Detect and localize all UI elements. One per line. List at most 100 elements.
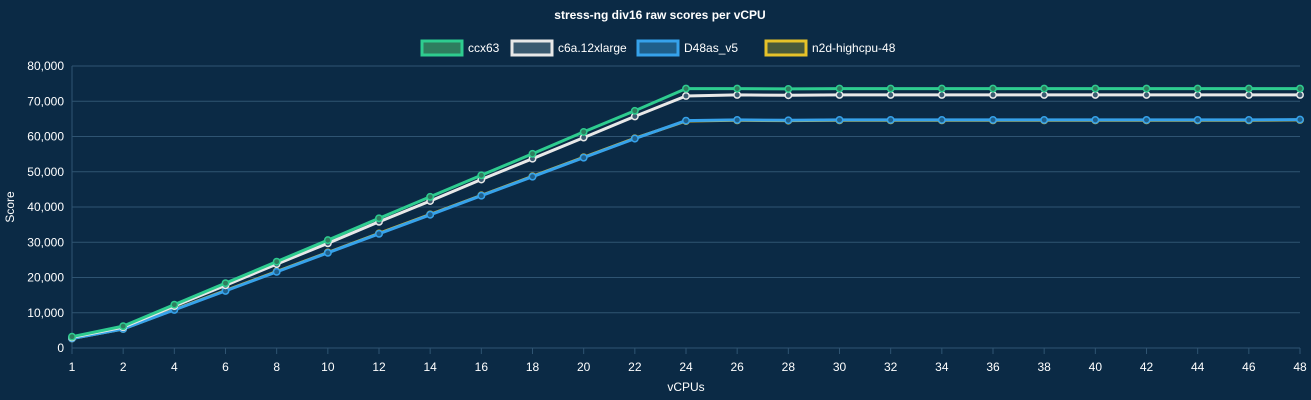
- data-point[interactable]: [1244, 115, 1253, 124]
- data-point[interactable]: [784, 84, 793, 93]
- data-point[interactable]: [886, 115, 895, 124]
- legend-label: ccx63: [468, 41, 500, 55]
- data-point[interactable]: [1142, 90, 1151, 99]
- x-tick-label: 44: [1191, 360, 1205, 374]
- data-point[interactable]: [733, 84, 742, 93]
- data-point[interactable]: [1091, 90, 1100, 99]
- x-tick-label: 16: [475, 360, 489, 374]
- legend-item[interactable]: n2d-highcpu-48: [764, 39, 896, 57]
- data-point[interactable]: [989, 115, 997, 124]
- data-point[interactable]: [1296, 115, 1304, 124]
- y-tick-label: 40,000: [27, 200, 64, 214]
- legend-item[interactable]: D48as_v5: [636, 39, 738, 57]
- data-point[interactable]: [375, 214, 383, 223]
- data-point[interactable]: [733, 115, 742, 124]
- data-point[interactable]: [630, 134, 639, 143]
- legend-swatch: [636, 39, 680, 57]
- data-point[interactable]: [528, 149, 537, 158]
- y-axis-title: Score: [3, 191, 17, 223]
- data-point[interactable]: [579, 127, 588, 136]
- data-point[interactable]: [1142, 115, 1151, 124]
- data-point[interactable]: [1040, 90, 1049, 99]
- data-point[interactable]: [426, 192, 435, 201]
- data-point[interactable]: [1091, 84, 1100, 93]
- series-ccx63: [68, 84, 1304, 341]
- data-point[interactable]: [886, 84, 895, 93]
- x-tick-label: 12: [372, 360, 386, 374]
- data-point[interactable]: [784, 91, 793, 100]
- data-point[interactable]: [1244, 84, 1253, 93]
- data-point[interactable]: [989, 84, 997, 93]
- data-point[interactable]: [1142, 84, 1151, 93]
- x-tick-label: 34: [935, 360, 949, 374]
- data-point[interactable]: [477, 171, 486, 180]
- x-tick-label: 18: [526, 360, 540, 374]
- x-tick-label: 10: [321, 360, 335, 374]
- legend[interactable]: ccx63 c6a.12xlarge D48as_v5 n2d-highcpu-48: [420, 39, 896, 57]
- data-point[interactable]: [937, 84, 946, 93]
- data-point[interactable]: [1091, 115, 1100, 124]
- data-point[interactable]: [1193, 84, 1202, 93]
- data-point[interactable]: [682, 116, 690, 125]
- data-point[interactable]: [989, 90, 997, 99]
- data-point[interactable]: [835, 115, 844, 124]
- legend-label: D48as_v5: [684, 41, 738, 55]
- data-point[interactable]: [682, 92, 690, 100]
- data-point[interactable]: [835, 84, 844, 93]
- data-point[interactable]: [784, 116, 793, 125]
- series-D48as_v5: [68, 115, 1304, 343]
- data-point[interactable]: [733, 90, 742, 99]
- data-point[interactable]: [323, 236, 332, 245]
- data-point[interactable]: [477, 191, 486, 200]
- x-tick-label: 14: [423, 360, 437, 374]
- series-c6a.12xlarge: [68, 90, 1304, 342]
- data-point[interactable]: [630, 106, 639, 115]
- data-point[interactable]: [170, 300, 179, 309]
- series-line: [71, 118, 1301, 340]
- x-tick-label: 20: [577, 360, 591, 374]
- data-point[interactable]: [937, 90, 946, 99]
- x-axis-title: vCPUs: [667, 380, 704, 394]
- x-axis-ticks: 1 2 4 6 8 10 12 14 16 18 20 22 24 26 28 30 32 34 36 38 40 42 4…: [69, 348, 1307, 374]
- y-tick-label: 20,000: [27, 271, 64, 285]
- data-point[interactable]: [1296, 84, 1304, 93]
- data-point[interactable]: [375, 229, 383, 238]
- x-tick-label: 26: [730, 360, 744, 374]
- y-tick-label: 60,000: [27, 130, 64, 144]
- data-point[interactable]: [579, 153, 588, 162]
- data-point[interactable]: [68, 332, 76, 341]
- legend-swatch: [420, 39, 464, 57]
- gridlines: [71, 65, 1300, 354]
- y-tick-label: 80,000: [27, 59, 64, 73]
- data-point[interactable]: [272, 267, 281, 276]
- data-point[interactable]: [682, 84, 690, 93]
- data-point[interactable]: [1244, 90, 1253, 99]
- y-tick-label: 0: [57, 341, 64, 355]
- data-point[interactable]: [323, 248, 332, 257]
- x-tick-label: 40: [1089, 360, 1103, 374]
- x-tick-label: 32: [884, 360, 898, 374]
- legend-swatch: [510, 39, 554, 57]
- series-line: [71, 87, 1300, 339]
- data-point[interactable]: [1193, 115, 1202, 124]
- data-point[interactable]: [119, 322, 128, 331]
- data-point[interactable]: [886, 90, 895, 99]
- data-point[interactable]: [221, 279, 230, 288]
- data-point[interactable]: [1040, 84, 1049, 93]
- series-line: [71, 93, 1300, 339]
- legend-label: n2d-highcpu-48: [812, 41, 896, 55]
- y-axis-ticks: 0 10,000 20,000 30,000 40,000 50,000 60,000 70,…: [27, 59, 64, 355]
- legend-item[interactable]: c6a.12xlarge: [510, 39, 627, 57]
- data-point[interactable]: [272, 257, 281, 266]
- y-tick-label: 70,000: [27, 94, 64, 108]
- data-point[interactable]: [835, 90, 844, 99]
- legend-swatch: [764, 39, 808, 57]
- data-point[interactable]: [1193, 90, 1202, 99]
- data-point[interactable]: [426, 210, 435, 219]
- legend-item[interactable]: ccx63: [420, 39, 500, 57]
- data-point[interactable]: [1296, 90, 1304, 99]
- data-point[interactable]: [1040, 115, 1049, 124]
- data-point[interactable]: [528, 172, 537, 181]
- data-point[interactable]: [937, 115, 946, 124]
